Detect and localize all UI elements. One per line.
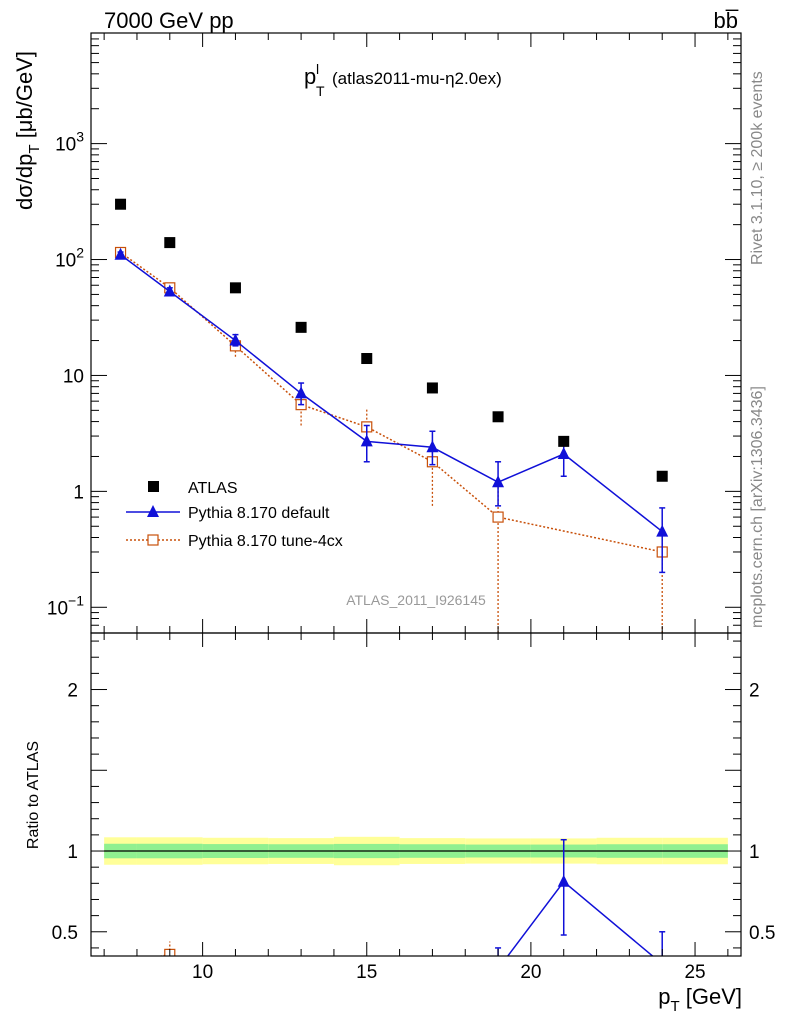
point-default: [656, 524, 669, 537]
ratio-y-tick-label-left: 0.5: [52, 923, 78, 944]
ratio-point-tune: [116, 959, 126, 969]
point-atlas: [492, 411, 504, 423]
y-tick-label: 103: [55, 129, 84, 156]
point-default: [360, 434, 373, 447]
x-tick-label: 15: [356, 962, 377, 983]
ratio-y-tick-label-right: 1: [749, 842, 760, 863]
ratio-point-default: [492, 962, 504, 974]
point-tune: [492, 511, 504, 523]
point-default: [229, 333, 242, 346]
axes-frame: 10 15 20 25 10−1 1 10 102 103 0.5 0.5 1 1 2 2: [47, 32, 775, 983]
ratio-y-tick-label-right: 0.5: [749, 923, 775, 944]
point-atlas: [656, 470, 668, 482]
ratio-y-tick-label-left: 2: [67, 681, 78, 702]
main-y-label-post: [μb/GeV]: [12, 51, 37, 144]
y-tick-label: 102: [55, 245, 84, 272]
y-tick-label: 10−1: [47, 592, 84, 619]
point-default: [426, 440, 439, 453]
side-rivet: Rivet 3.1.10, ≥ 200k events: [749, 71, 766, 265]
x-axis-label-sub: T: [670, 998, 679, 1015]
watermark: ATLAS_2011_I926145: [346, 592, 486, 608]
point-atlas: [164, 237, 176, 249]
main-panel: [114, 198, 669, 633]
plot-title-sub: T: [316, 83, 325, 99]
y-tick-label: 1: [73, 482, 84, 503]
side-mcplots: mcplots.cern.ch [arXiv:1306.3436]: [749, 386, 766, 628]
ratio-y-tick-label-right: 2: [749, 681, 760, 702]
plot-title-rest: (atlas2011-mu-η2.0ex): [332, 69, 502, 88]
ratio-point-default: [557, 874, 570, 887]
point-atlas: [558, 435, 570, 447]
main-y-label-pre: dσ/dp: [12, 154, 37, 210]
legend-tune-marker: [147, 534, 159, 546]
process-label: bb̅: [714, 8, 739, 33]
y-tick-label: 10: [63, 366, 84, 387]
ratio-point-default: [656, 957, 668, 969]
legend-default-marker: [147, 505, 159, 517]
point-atlas: [295, 321, 307, 333]
point-default: [295, 386, 308, 399]
point-atlas: [361, 353, 373, 365]
ratio-y-tick-label-left: 1: [67, 842, 78, 863]
ratio-panel: [104, 836, 728, 974]
x-axis-label-post: [GeV]: [680, 984, 742, 1009]
legend-default-label: Pythia 8.170 default: [188, 505, 330, 522]
plot-title-main: p: [304, 64, 316, 89]
point-default: [114, 247, 127, 260]
point-default: [492, 475, 505, 488]
x-axis-label: pT [GeV]: [658, 984, 742, 1015]
point-default: [557, 447, 570, 460]
energy-label: 7000 GeV pp: [104, 8, 234, 33]
x-axis-label-pre: p: [658, 984, 670, 1009]
point-default: [163, 284, 176, 297]
point-atlas: [229, 282, 241, 294]
legend-atlas-marker: [148, 481, 159, 492]
x-tick-label: 20: [520, 962, 541, 983]
ratio-y-label: Ratio to ATLAS: [25, 741, 42, 849]
point-atlas: [115, 198, 127, 210]
x-tick-label: 25: [684, 962, 705, 983]
x-tick-label: 10: [192, 962, 213, 983]
legend-tune-label: Pythia 8.170 tune-4cx: [188, 533, 343, 550]
legend-atlas-label: ATLAS: [188, 480, 238, 497]
plot-title: p l T (atlas2011-mu-η2.0ex): [304, 61, 502, 99]
plot-title-sup: l: [316, 61, 319, 77]
main-y-label: dσ/dpT [μb/GeV]: [12, 51, 43, 210]
legend: ATLAS Pythia 8.170 default Pythia 8.170 …: [126, 480, 343, 550]
main-y-label-sub: T: [26, 144, 43, 153]
ratio-frame: [90, 632, 742, 957]
point-atlas: [426, 382, 438, 394]
